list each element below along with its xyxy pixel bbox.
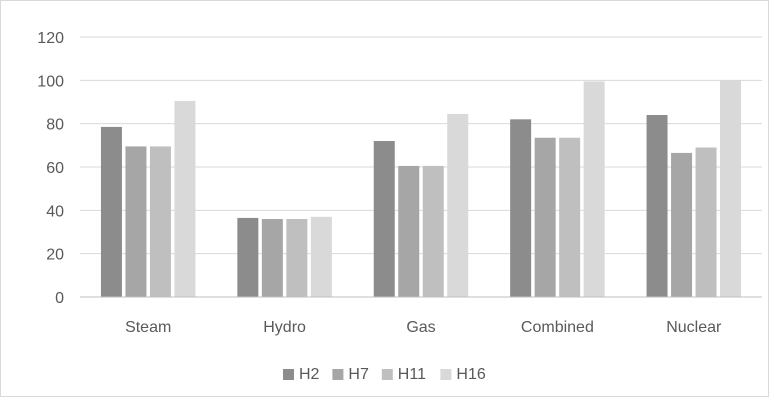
legend-label: H16 [456, 366, 485, 383]
x-axis-category-labels: Steam Hydro Gas Combined Nuclear [125, 319, 722, 336]
bar-nuclear-h11 [695, 147, 717, 297]
bars [100, 80, 742, 298]
y-tick-label: 0 [55, 290, 64, 307]
legend-item-h7: H7 [332, 366, 369, 383]
y-tick-label: 60 [46, 160, 64, 177]
y-tick-label: 40 [46, 203, 64, 220]
legend-item-h16: H16 [440, 366, 486, 383]
bar-gas-h16 [447, 113, 469, 298]
bar-steam-h11 [149, 146, 171, 297]
bar-combined-h7 [534, 137, 556, 297]
y-tick-label: 100 [37, 73, 64, 90]
x-category-label: Hydro [263, 319, 306, 336]
y-tick-label: 20 [46, 247, 64, 264]
bar-steam-h16 [174, 100, 196, 298]
bar-steam-h7 [125, 146, 147, 297]
bar-gas-h11 [422, 165, 444, 297]
legend-label: H2 [299, 366, 320, 383]
bar-hydro-h11 [286, 219, 308, 297]
x-category-label: Nuclear [666, 319, 722, 336]
legend-swatch [283, 369, 294, 380]
legend-label: H7 [348, 366, 369, 383]
bar-nuclear-h16 [720, 80, 742, 297]
bar-gas-h2 [373, 141, 395, 297]
bar-steam-h2 [100, 126, 122, 298]
y-axis-tick-labels: 0 20 40 60 80 100 120 [37, 30, 64, 307]
bar-combined-h11 [559, 137, 581, 297]
x-category-label: Combined [521, 319, 594, 336]
legend-item-h2: H2 [283, 366, 320, 383]
bar-hydro-h16 [310, 216, 332, 297]
y-tick-label: 80 [46, 117, 64, 134]
bar-combined-h2 [510, 119, 532, 297]
bar-hydro-h7 [261, 219, 283, 297]
x-category-label: Gas [406, 319, 435, 336]
legend: H2 H7 H11 H16 [283, 366, 486, 383]
bar-combined-h16 [583, 81, 605, 298]
bar-nuclear-h2 [646, 115, 668, 297]
bar-hydro-h2 [237, 217, 259, 297]
legend-label: H11 [398, 366, 426, 383]
y-tick-label: 120 [37, 30, 64, 47]
bar-nuclear-h7 [671, 152, 693, 297]
legend-swatch [381, 369, 393, 380]
legend-item-h11: H11 [381, 366, 426, 383]
x-category-label: Steam [125, 319, 171, 336]
bar-gas-h7 [398, 165, 420, 297]
legend-swatch [440, 369, 452, 380]
legend-swatch [332, 369, 344, 380]
